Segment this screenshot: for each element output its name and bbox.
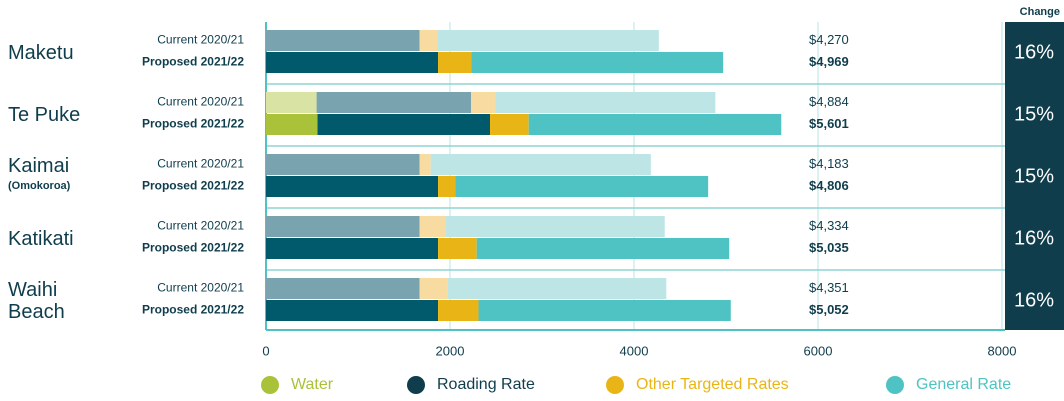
period-label: Current 2020/21 (157, 219, 244, 233)
period-label: Proposed 2021/22 (142, 303, 244, 317)
period-label: Proposed 2021/22 (142, 55, 244, 69)
x-tick-label: 8000 (988, 343, 1017, 358)
x-tick-label: 4000 (620, 343, 649, 358)
bar-segment (445, 216, 665, 237)
change-column (1005, 22, 1064, 330)
bar-segment (419, 216, 446, 237)
bar-segment (266, 30, 420, 51)
bar-segment (471, 92, 496, 113)
period-label: Proposed 2021/22 (142, 117, 244, 131)
bar-segment (438, 52, 472, 73)
change-label: 16% (1014, 289, 1054, 311)
bar-segment (528, 114, 782, 135)
category-note: (Omokoroa) (8, 180, 71, 192)
period-label: Proposed 2021/22 (142, 179, 244, 193)
change-title: Change (1020, 6, 1060, 18)
total-label: $4,969 (809, 54, 849, 69)
bar-segment (266, 176, 439, 197)
period-label: Current 2020/21 (157, 95, 244, 109)
category-label: Katikati (8, 228, 74, 250)
bar-segment (266, 216, 420, 237)
category-label: Waihi Beach (8, 279, 65, 323)
legend-label: Other Targeted Rates (636, 376, 789, 393)
bar-segment (438, 30, 659, 51)
change-label: 16% (1014, 41, 1054, 63)
period-label: Current 2020/21 (157, 281, 244, 295)
bar-segment (316, 92, 472, 113)
bar-segment (478, 300, 731, 321)
legend-label: Water (291, 376, 334, 393)
legend-swatch (606, 376, 624, 394)
bar-segment (266, 52, 439, 73)
legend-swatch (407, 376, 425, 394)
x-tick-label: 2000 (436, 343, 465, 358)
bar-segment (266, 238, 439, 259)
bar-segment (317, 114, 491, 135)
bar-segment (438, 176, 456, 197)
bar-segment (438, 238, 477, 259)
total-label: $5,601 (809, 116, 849, 131)
bar-segment (490, 114, 529, 135)
x-tick-label: 6000 (804, 343, 833, 358)
bar-segment (266, 114, 318, 135)
bar-segment (266, 278, 420, 299)
total-label: $4,884 (809, 94, 849, 109)
total-label: $4,334 (809, 218, 849, 233)
bar-segment (471, 52, 724, 73)
bar-segment (476, 238, 730, 259)
bar-segment (266, 92, 317, 113)
bar-segment (495, 92, 716, 113)
category-label: Te Puke (8, 104, 81, 126)
change-label: 16% (1014, 227, 1054, 249)
bar-segment (419, 278, 448, 299)
total-label: $5,035 (809, 240, 849, 255)
bar-segment (419, 154, 431, 175)
total-label: $4,270 (809, 32, 849, 47)
total-label: $4,806 (809, 178, 849, 193)
period-label: Current 2020/21 (157, 33, 244, 47)
period-label: Current 2020/21 (157, 157, 244, 171)
change-label: 15% (1014, 165, 1054, 187)
x-tick-label: 0 (262, 343, 269, 358)
total-label: $4,351 (809, 280, 849, 295)
bar-segment (430, 154, 651, 175)
legend-label: General Rate (916, 376, 1011, 393)
bar-segment (447, 278, 667, 299)
bar-segment (266, 300, 439, 321)
legend-swatch (886, 376, 904, 394)
total-label: $5,052 (809, 302, 849, 317)
total-label: $4,183 (809, 156, 849, 171)
period-label: Proposed 2021/22 (142, 241, 244, 255)
bar-segment (266, 154, 420, 175)
bar-segment (438, 300, 479, 321)
bar-segment (455, 176, 709, 197)
bar-segment (419, 30, 439, 51)
legend-swatch (261, 376, 279, 394)
category-label: Maketu (8, 42, 74, 64)
legend-label: Roading Rate (437, 376, 535, 393)
change-label: 15% (1014, 103, 1054, 125)
category-label: Kaimai (8, 155, 70, 177)
